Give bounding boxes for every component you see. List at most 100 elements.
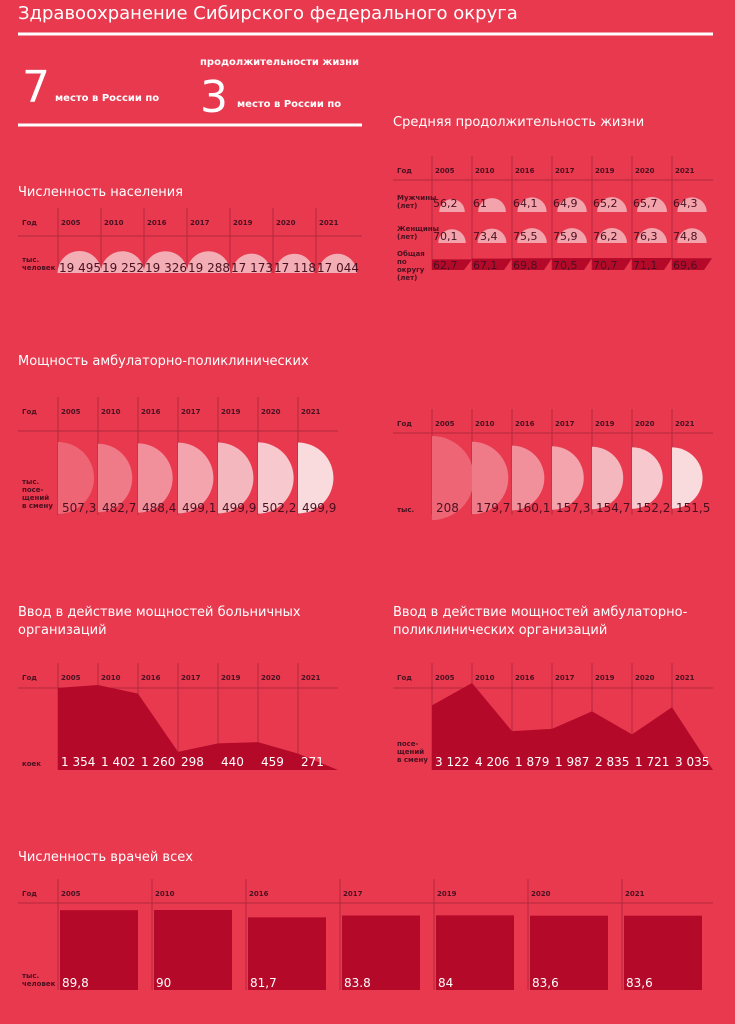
band bbox=[432, 259, 472, 270]
value-label: 17 173 bbox=[231, 261, 273, 275]
band bbox=[592, 258, 632, 270]
value-label: 71,1 bbox=[633, 259, 658, 272]
year-label: 2017 bbox=[181, 674, 201, 682]
bar bbox=[60, 910, 138, 990]
column-header: Год bbox=[22, 219, 37, 227]
year-label: 2020 bbox=[531, 890, 551, 898]
value-label: 62,7 bbox=[433, 259, 458, 272]
semicircle bbox=[477, 228, 507, 243]
year-label: 2021 bbox=[625, 890, 645, 898]
semicircle bbox=[517, 228, 547, 243]
value-label: 19 252 bbox=[102, 261, 144, 275]
year-label: 2010 bbox=[475, 674, 495, 682]
band bbox=[632, 258, 672, 270]
area bbox=[432, 683, 713, 770]
value-label: 73,4 bbox=[473, 230, 498, 243]
half-disc bbox=[138, 443, 173, 513]
year-label: 2019 bbox=[437, 890, 457, 898]
value-label: 17 044 bbox=[317, 261, 359, 275]
half-disc bbox=[512, 445, 545, 511]
chart-title: Ввод в действие мощностей больничных орг… bbox=[18, 605, 301, 638]
row-label: посе- щений в смену bbox=[397, 740, 428, 764]
year-label: 2021 bbox=[675, 420, 695, 428]
value-label: 488,4 bbox=[142, 501, 177, 515]
year-label: 2016 bbox=[141, 408, 161, 416]
value-label: 19 495 bbox=[59, 261, 101, 275]
year-label: 2017 bbox=[555, 167, 575, 175]
year-label: 2021 bbox=[301, 674, 321, 682]
value-label: 61 bbox=[473, 197, 487, 210]
value-label: 298 bbox=[181, 755, 204, 769]
column-header: Год bbox=[397, 167, 412, 175]
half-disc bbox=[472, 441, 509, 515]
year-label: 2021 bbox=[675, 167, 695, 175]
value-label: 70,7 bbox=[593, 259, 618, 272]
rank: 3 bbox=[200, 72, 228, 123]
semicircle bbox=[143, 251, 188, 273]
half-disc bbox=[178, 442, 214, 514]
value-label: 152,2 bbox=[636, 501, 671, 515]
value-label: 507,3 bbox=[62, 501, 97, 515]
value-label: 69,6 bbox=[673, 259, 698, 272]
year-label: 2020 bbox=[276, 219, 296, 227]
row-label: тыс. посе- щений в смену bbox=[22, 478, 53, 510]
bar bbox=[624, 915, 702, 990]
value-label: 1 987 bbox=[555, 755, 590, 769]
half-disc bbox=[58, 442, 94, 514]
year-label: 2020 bbox=[261, 674, 281, 682]
bar bbox=[530, 915, 608, 990]
half-disc bbox=[298, 442, 334, 514]
semicircle bbox=[232, 253, 271, 273]
semicircle bbox=[57, 251, 102, 273]
year-label: 2019 bbox=[595, 167, 615, 175]
half-disc bbox=[432, 436, 474, 520]
year-label: 2005 bbox=[61, 219, 81, 227]
bar bbox=[248, 917, 326, 990]
value-label: 1 879 bbox=[515, 755, 550, 769]
half-disc bbox=[258, 442, 294, 514]
band bbox=[672, 258, 712, 270]
semicircle bbox=[438, 229, 466, 243]
value-label: 64,9 bbox=[553, 197, 578, 210]
column-header: Год bbox=[22, 890, 37, 898]
semicircle bbox=[517, 197, 547, 212]
value-label: 499,1 bbox=[182, 501, 217, 515]
value-label: 64,3 bbox=[673, 197, 698, 210]
year-label: 2016 bbox=[141, 674, 161, 682]
year-label: 2020 bbox=[261, 408, 281, 416]
semicircle bbox=[677, 197, 707, 212]
value-label: 90 bbox=[156, 976, 172, 990]
year-label: 2010 bbox=[475, 167, 495, 175]
semicircle bbox=[478, 198, 506, 212]
year-label: 2020 bbox=[635, 167, 655, 175]
column-header: Год bbox=[22, 674, 37, 682]
value-label: 75,5 bbox=[513, 230, 538, 243]
value-label: 3 035 bbox=[675, 755, 710, 769]
half-disc bbox=[98, 443, 133, 513]
year-label: 2019 bbox=[221, 408, 241, 416]
value-label: 502,2 bbox=[262, 501, 297, 515]
half-disc bbox=[672, 447, 703, 509]
bar bbox=[436, 915, 514, 990]
chart-title: Ввод в действие мощностей амбулаторно-по… bbox=[393, 605, 688, 638]
value-label: 65,2 bbox=[593, 197, 618, 210]
semicircle bbox=[186, 251, 231, 273]
value-label: 4 206 bbox=[475, 755, 510, 769]
band bbox=[512, 258, 552, 270]
value-label: 154,7 bbox=[596, 501, 631, 515]
value-label: 19 326 bbox=[145, 261, 187, 275]
bar bbox=[342, 915, 420, 990]
year-label: 2005 bbox=[435, 167, 455, 175]
year-label: 2016 bbox=[515, 674, 535, 682]
row-label: Общая по округу (лет) bbox=[397, 250, 425, 282]
year-label: 2010 bbox=[101, 408, 121, 416]
half-disc bbox=[592, 446, 624, 510]
value-label: 271 bbox=[301, 755, 324, 769]
value-label: 1 721 bbox=[635, 755, 670, 769]
band bbox=[472, 258, 512, 270]
year-label: 2005 bbox=[61, 890, 81, 898]
year-label: 2016 bbox=[147, 219, 167, 227]
chart-title: Мощность амбулаторно-поликлинических bbox=[18, 354, 309, 369]
semicircle bbox=[557, 228, 587, 243]
band bbox=[552, 258, 592, 270]
